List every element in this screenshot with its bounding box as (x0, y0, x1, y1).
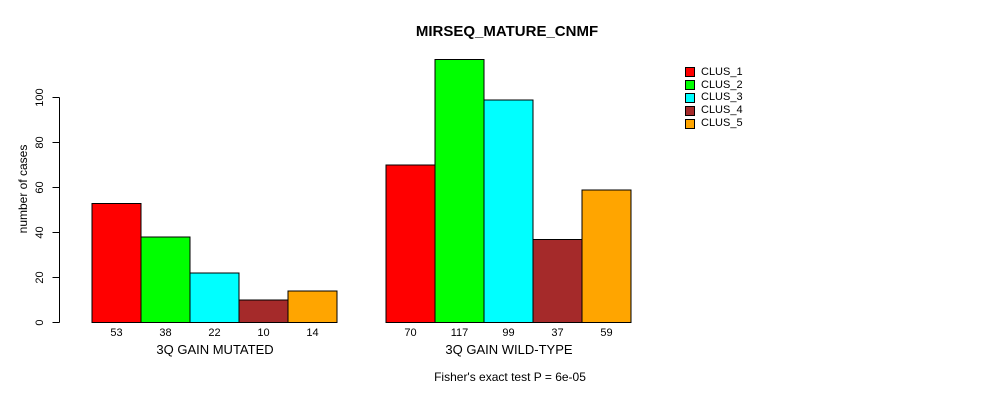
fisher-test-footnote: Fisher's exact test P = 6e-05 (434, 370, 586, 384)
bar-clus_4-group0 (238, 299, 289, 323)
legend-swatch-clus_5 (685, 118, 695, 129)
bar-clus_1-group1 (385, 164, 436, 323)
bar-clus_3-group0 (189, 272, 240, 323)
y-axis-tick-label: 60 (34, 181, 46, 193)
bar-value-label: 10 (257, 327, 269, 339)
group-label-3q-gain-wild-type: 3Q GAIN WILD-TYPE (445, 342, 573, 357)
bar-clus_5-group0 (287, 290, 338, 323)
legend-item-clus_2: CLUS_2 (685, 79, 743, 92)
legend-item-clus_5: CLUS_5 (685, 117, 743, 130)
bar-value-label: 117 (451, 327, 469, 339)
bar-value-label: 99 (502, 327, 514, 339)
bar-value-label: 59 (600, 327, 612, 339)
legend-label: CLUS_5 (701, 117, 743, 130)
legend-item-clus_3: CLUS_3 (685, 92, 743, 105)
legend-item-clus_4: CLUS_4 (685, 104, 743, 117)
bar-clus_3-group1 (483, 99, 534, 323)
bar-clus_4-group1 (532, 238, 583, 323)
bar-clus_2-group1 (434, 58, 485, 323)
y-axis-tick-label: 100 (34, 88, 46, 106)
bar-clus_1-group0 (91, 202, 142, 323)
legend-label: CLUS_3 (701, 91, 743, 104)
legend-label: CLUS_1 (701, 65, 743, 78)
bar-value-label: 14 (306, 327, 318, 339)
y-axis-tick-label: 0 (34, 319, 46, 325)
group-label-3q-gain-mutated: 3Q GAIN MUTATED (156, 342, 274, 357)
bar-value-label: 38 (159, 327, 171, 339)
legend-label: CLUS_2 (701, 78, 743, 91)
bar-value-label: 22 (208, 327, 220, 339)
y-axis-tick-label: 20 (34, 271, 46, 283)
bar-clus_2-group0 (140, 236, 191, 323)
bar-value-label: 70 (404, 327, 416, 339)
chart-title: MIRSEQ_MATURE_CNMF (415, 23, 599, 40)
legend: CLUS_1 CLUS_2 CLUS_3 CLUS_4 CLUS_5 (685, 66, 743, 130)
y-axis-tick-label: 40 (34, 226, 46, 238)
legend-swatch-clus_2 (685, 80, 695, 91)
legend-item-clus_1: CLUS_1 (685, 66, 743, 79)
legend-label: CLUS_4 (701, 104, 743, 117)
legend-swatch-clus_1 (685, 67, 695, 78)
bar-value-label: 53 (110, 327, 122, 339)
bar-value-label: 37 (551, 327, 563, 339)
legend-swatch-clus_3 (685, 92, 695, 103)
bar-clus_5-group1 (581, 189, 632, 323)
y-axis-tick-label: 80 (34, 136, 46, 148)
legend-swatch-clus_4 (685, 105, 695, 116)
